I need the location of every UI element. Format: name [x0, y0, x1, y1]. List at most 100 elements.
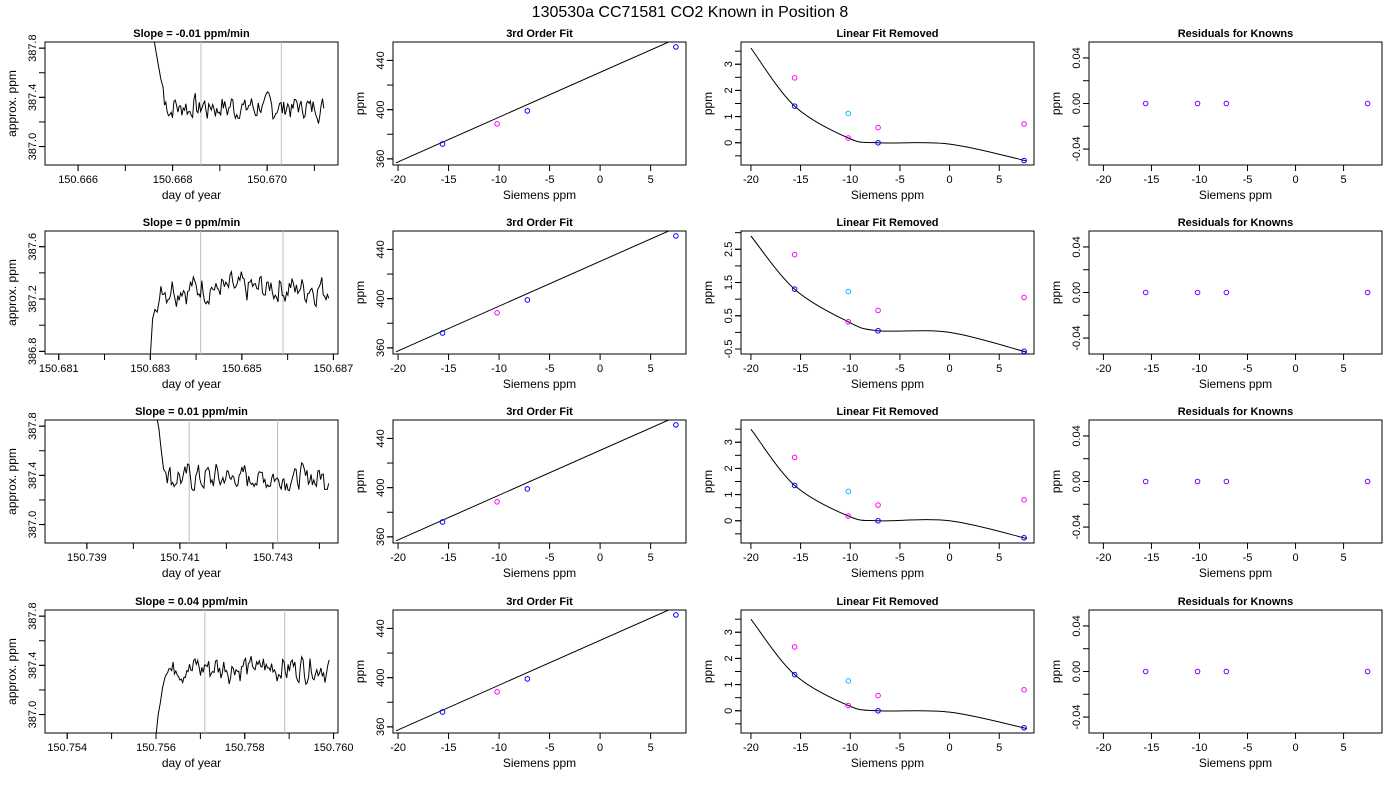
data-point: [673, 422, 679, 428]
x-tick-label: 150.739: [67, 552, 107, 564]
panel-title: Slope = -0.01 ppm/min: [133, 28, 250, 40]
plot-frame: [44, 419, 339, 544]
data-point: [875, 327, 881, 334]
co2-trace: [153, 42, 325, 124]
x-tick-label: 150.683: [130, 363, 170, 375]
panel-title: 3rd Order Fit: [506, 28, 573, 40]
x-tick-label: 150.687: [314, 363, 354, 375]
y-tick-label: -0.04: [1071, 705, 1083, 730]
x-tick-label: 5: [648, 174, 654, 186]
x-axis-label: Siemens ppm: [851, 756, 924, 770]
x-tick-label: 0: [947, 363, 953, 375]
x-tick-label: -15: [1143, 552, 1159, 564]
data-point: [845, 702, 852, 709]
x-axis-label: day of year: [162, 756, 221, 770]
data-point: [1142, 478, 1149, 485]
plot-frame: [44, 230, 339, 355]
data-point: [1142, 668, 1149, 675]
y-tick-label: -0.04: [1071, 137, 1083, 162]
plot-frame: [1088, 41, 1383, 166]
data-point: [1021, 497, 1027, 503]
y-axis-label: ppm: [1049, 281, 1063, 304]
y-axis-label: ppm: [353, 470, 367, 493]
x-tick-label: -15: [1143, 742, 1159, 754]
panel-title: 3rd Order Fit: [506, 596, 573, 608]
fit-line: [395, 231, 670, 353]
x-tick-label: 0: [597, 742, 603, 754]
panel-title: Linear Fit Removed: [836, 28, 938, 40]
data-point: [1021, 724, 1027, 731]
x-tick-label: 5: [1341, 174, 1347, 186]
y-tick-label: 1: [723, 492, 735, 498]
data-point: [1364, 100, 1371, 107]
data-point: [1364, 478, 1371, 485]
data-point: [791, 286, 798, 292]
panel-2: 3rd Order Fit -20 -15 -10 -5 0 5 360 400 440 Sieme…: [353, 28, 687, 202]
x-tick-label: -10: [1192, 363, 1208, 375]
x-tick-label: 150.668: [153, 174, 193, 186]
x-axis-label: Siemens ppm: [851, 566, 924, 580]
panel-title: Residuals for Knowns: [1178, 406, 1294, 418]
panel-title: Slope = 0.04 ppm/min: [135, 596, 248, 608]
x-tick-label: -10: [491, 552, 507, 564]
data-point: [875, 124, 881, 131]
data-point: [1142, 289, 1149, 296]
x-tick-label: -10: [491, 742, 507, 754]
y-tick-label: 360: [375, 339, 387, 357]
panel-5: Slope = 0 ppm/min 150.681 150.683 150.685 15…: [5, 217, 353, 391]
x-tick-label: 0: [947, 174, 953, 186]
y-axis-label: approx. ppm: [5, 448, 19, 515]
fit-line: [395, 420, 670, 542]
x-tick-label: -15: [441, 552, 457, 564]
y-tick-label: 387.2: [27, 285, 39, 313]
y-tick-label: 400: [375, 478, 387, 496]
y-tick-label: 0: [723, 708, 735, 714]
fit-curve: [750, 235, 1028, 353]
co2-trace: [149, 269, 330, 354]
y-tick-label: 0.00: [1071, 471, 1083, 492]
y-tick-label: -0.04: [1071, 326, 1083, 351]
data-point: [791, 482, 798, 489]
x-axis-label: day of year: [162, 566, 221, 580]
plot-frame: [392, 609, 687, 734]
panel-9: Slope = 0.01 ppm/min 150.739 150.741 150.74…: [5, 406, 339, 580]
x-tick-label: -10: [491, 363, 507, 375]
data-point: [1021, 157, 1027, 164]
y-tick-label: 387.4: [27, 462, 39, 490]
data-point: [494, 498, 500, 505]
fit-line: [395, 42, 670, 164]
data-point: [1223, 100, 1230, 107]
x-tick-label: 0: [947, 742, 953, 754]
y-axis-label: ppm: [701, 281, 715, 304]
panel-11: Linear Fit Removed -20 -15 -10 -5 0 5 0 1 2 3 Sieme…: [701, 406, 1035, 580]
x-tick-label: -5: [1243, 552, 1253, 564]
plot-frame: [1088, 609, 1383, 734]
y-axis-label: approx. ppm: [5, 638, 19, 705]
data-point: [791, 671, 798, 678]
data-point: [524, 108, 531, 114]
plot-area: [395, 231, 679, 353]
plot-area: [1142, 478, 1371, 485]
y-tick-label: 2: [723, 465, 735, 471]
x-tick-label: -10: [842, 742, 858, 754]
data-point: [494, 688, 500, 695]
x-tick-label: 0: [597, 552, 603, 564]
panel-title: Linear Fit Removed: [836, 406, 938, 418]
y-tick-label: 0.5: [723, 308, 735, 323]
y-tick-label: 3: [723, 439, 735, 445]
x-tick-label: 0: [1292, 174, 1298, 186]
data-point: [791, 644, 798, 650]
x-tick-label: 150.743: [253, 552, 293, 564]
data-point: [845, 318, 852, 325]
panel-4: Residuals for Knowns -20 -15 -10 -5 0 5 -0.04 0.…: [1049, 28, 1383, 202]
data-point: [1223, 289, 1230, 296]
data-point: [1021, 121, 1027, 127]
y-tick-label: 387.8: [27, 412, 39, 440]
x-tick-label: -20: [743, 552, 759, 564]
y-axis-label: ppm: [701, 470, 715, 493]
x-tick-label: -15: [1143, 363, 1159, 375]
panel-15: Linear Fit Removed -20 -15 -10 -5 0 5 0 1 2 3 Sieme…: [701, 596, 1035, 770]
data-point: [439, 330, 446, 336]
y-axis-label: ppm: [1049, 92, 1063, 115]
x-tick-label: 0: [597, 363, 603, 375]
